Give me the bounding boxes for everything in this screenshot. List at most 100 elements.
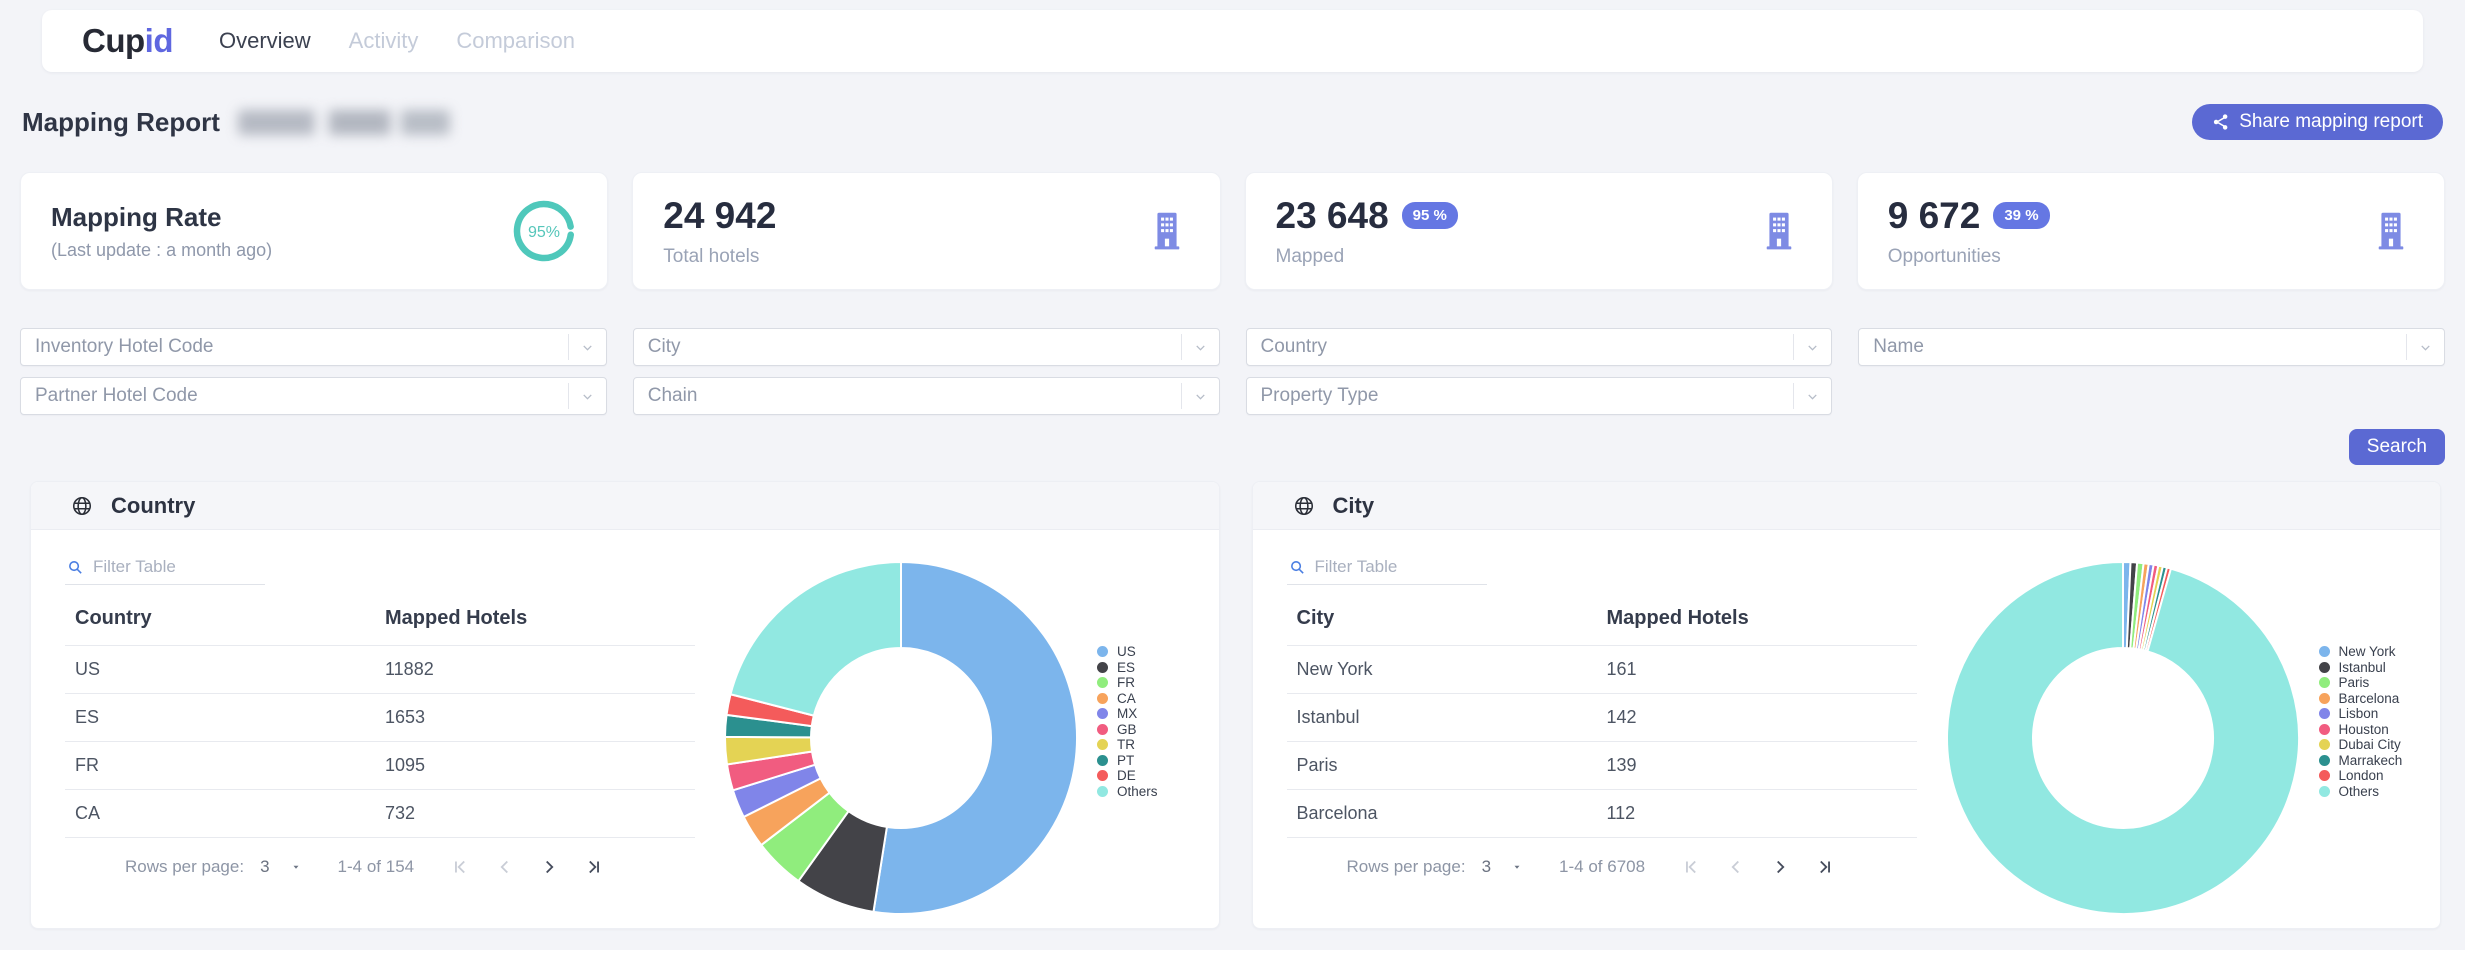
- tab-activity[interactable]: Activity: [348, 28, 419, 53]
- country-cell: FR: [65, 741, 375, 790]
- table-row[interactable]: ES 1653: [65, 693, 695, 742]
- inventory-hotel-code-select[interactable]: [20, 328, 607, 366]
- legend-dot: [2318, 646, 2330, 658]
- country-panel-body: Country Mapped Hotels US 11882 ES 1653: [31, 530, 1219, 928]
- property-type-select[interactable]: [1245, 377, 1833, 415]
- app-logo[interactable]: Cupid: [82, 22, 173, 60]
- share-mapping-report-button[interactable]: Share mapping report: [2192, 104, 2443, 140]
- mapping-rate-subtitle: (Last update : a month ago): [51, 239, 273, 260]
- legend-item[interactable]: Houston: [2318, 722, 2403, 738]
- card-mapping-rate: Mapping Rate (Last update : a month ago)…: [20, 172, 609, 290]
- chevron-down-icon[interactable]: [1793, 383, 1831, 409]
- legend-item[interactable]: MX: [1097, 706, 1158, 722]
- city-input[interactable]: [647, 336, 1167, 358]
- city-pagination: Rows per page: 3 1-4 of 6708: [1347, 854, 1917, 880]
- chevron-down-icon[interactable]: [1180, 334, 1219, 360]
- mapped-hotels-cell: 139: [1596, 741, 1917, 790]
- last-page-button[interactable]: [1811, 854, 1837, 880]
- chain-input[interactable]: [647, 385, 1167, 407]
- mapped-hotels-column-header: Mapped Hotels: [1596, 607, 1917, 646]
- name-input[interactable]: [1873, 336, 2392, 358]
- mapped-hotels-cell: 161: [1596, 645, 1917, 694]
- city-select[interactable]: [632, 328, 1220, 366]
- legend-item[interactable]: Istanbul: [2318, 660, 2403, 676]
- country-table-zone: Country Mapped Hotels US 11882 ES 1653: [65, 544, 695, 928]
- next-page-button[interactable]: [1767, 854, 1793, 880]
- legend-item[interactable]: TR: [1097, 737, 1158, 753]
- table-row[interactable]: CA 732: [65, 789, 695, 838]
- rows-per-page-value[interactable]: 3: [1481, 857, 1492, 876]
- country-select[interactable]: [1245, 328, 1833, 366]
- table-row[interactable]: Istanbul 142: [1286, 693, 1917, 742]
- chevron-down-icon[interactable]: [567, 383, 606, 409]
- table-row[interactable]: FR 1095: [65, 741, 695, 790]
- chevron-down-icon[interactable]: [1180, 383, 1219, 409]
- building-icon: [1756, 208, 1802, 254]
- legend-item[interactable]: CA: [1097, 691, 1158, 707]
- city-donut-chart[interactable]: [1945, 560, 2301, 916]
- mapped-hotels-cell: 1095: [375, 741, 695, 790]
- mapped-hotels-column-header: Mapped Hotels: [375, 607, 695, 646]
- first-page-button[interactable]: [1679, 854, 1705, 880]
- table-row[interactable]: New York 161: [1286, 645, 1917, 694]
- globe-icon: [71, 495, 93, 517]
- property-type-input[interactable]: [1260, 385, 1780, 407]
- tab-comparison[interactable]: Comparison: [456, 28, 575, 53]
- country-filter-table-field[interactable]: [65, 552, 265, 585]
- rows-per-page-label: Rows per page:: [1346, 857, 1466, 876]
- tab-overview[interactable]: Overview: [218, 28, 311, 53]
- search-row: Search: [20, 429, 2445, 465]
- country-cell: ES: [65, 693, 375, 742]
- legend-item[interactable]: Lisbon: [2318, 706, 2403, 722]
- legend-item[interactable]: Marrakech: [2318, 753, 2402, 769]
- inventory-hotel-code-input[interactable]: [35, 336, 554, 358]
- country-panel-header: Country: [31, 482, 1219, 530]
- legend-item[interactable]: Others: [1097, 784, 1158, 800]
- country-filter-table-input[interactable]: [93, 557, 253, 577]
- legend-item[interactable]: London: [2318, 768, 2403, 784]
- mapped-value: 23 648: [1275, 194, 1389, 236]
- legend-dot: [1097, 677, 1108, 689]
- rows-per-page-value[interactable]: 3: [260, 857, 270, 876]
- previous-page-button[interactable]: [1723, 854, 1749, 880]
- legend-item[interactable]: New York: [2318, 644, 2403, 660]
- legend-item[interactable]: Barcelona: [2318, 691, 2403, 707]
- search-icon: [1289, 559, 1306, 576]
- rows-per-page-caret-icon[interactable]: [1511, 861, 1523, 873]
- first-page-button[interactable]: [448, 854, 474, 880]
- panels-row: Country Country Mapped Hotels: [30, 481, 2441, 929]
- legend-item[interactable]: DE: [1097, 768, 1158, 784]
- previous-page-button[interactable]: [492, 854, 518, 880]
- table-row[interactable]: Paris 139: [1286, 741, 1917, 790]
- table-row[interactable]: US 11882: [65, 645, 695, 694]
- city-filter-table-field[interactable]: [1286, 552, 1487, 585]
- legend-item[interactable]: ES: [1097, 660, 1158, 676]
- search-button[interactable]: Search: [2348, 429, 2445, 465]
- chevron-down-icon[interactable]: [1793, 334, 1831, 360]
- country-input[interactable]: [1260, 336, 1780, 358]
- table-row[interactable]: Barcelona 112: [1286, 789, 1917, 838]
- last-page-button[interactable]: [580, 854, 606, 880]
- name-select[interactable]: [1858, 328, 2445, 366]
- chevron-down-icon[interactable]: [567, 334, 606, 360]
- chevron-down-icon[interactable]: [2406, 334, 2444, 360]
- city-column-header: City: [1286, 607, 1597, 646]
- partner-hotel-code-select[interactable]: [20, 377, 607, 415]
- partner-hotel-code-input[interactable]: [35, 385, 554, 407]
- legend-item[interactable]: Dubai City: [2318, 737, 2403, 753]
- rows-per-page-caret-icon[interactable]: [290, 861, 302, 873]
- opportunities-value: 9 672: [1887, 194, 1981, 236]
- country-panel-title: Country: [111, 492, 196, 518]
- legend-item[interactable]: US: [1097, 644, 1158, 660]
- legend-item[interactable]: GB: [1097, 722, 1158, 738]
- legend-item[interactable]: Paris: [2318, 675, 2403, 691]
- country-donut-chart[interactable]: [723, 560, 1079, 916]
- city-filter-table-input[interactable]: [1314, 557, 1475, 577]
- chain-select[interactable]: [632, 377, 1220, 415]
- legend-item[interactable]: PT: [1097, 753, 1158, 769]
- next-page-button[interactable]: [536, 854, 562, 880]
- legend-item[interactable]: FR: [1097, 675, 1158, 691]
- city-panel-header: City: [1252, 482, 2440, 530]
- legend-item[interactable]: Others: [2318, 784, 2403, 800]
- legend-dot: [2318, 785, 2330, 797]
